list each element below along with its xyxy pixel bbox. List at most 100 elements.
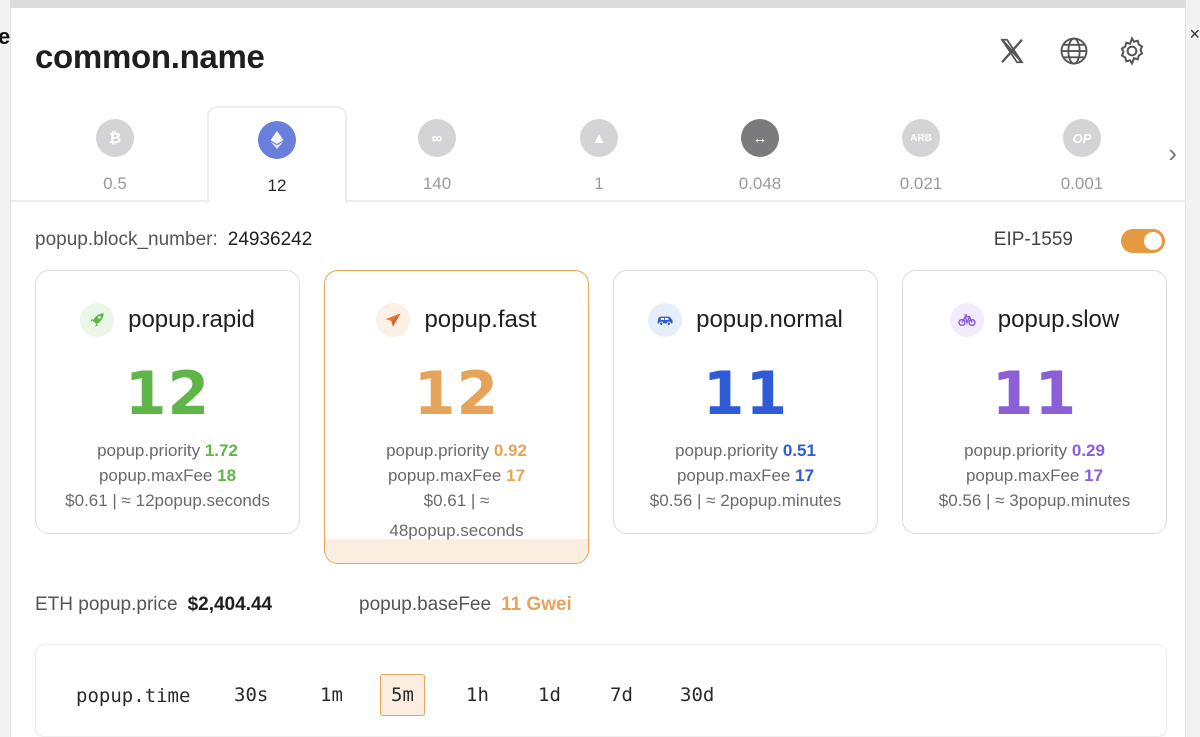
maxfee-line: popup.maxFee 17 (903, 466, 1166, 486)
eth-price-row: ETH popup.price $2,404.44 (35, 594, 272, 616)
priority-value: 1.72 (204, 441, 238, 460)
priority-label: popup.priority (97, 441, 201, 460)
background-page-left: e (0, 0, 10, 737)
priority-label: popup.priority (675, 441, 779, 460)
time-option-1d[interactable]: 1d (538, 684, 561, 706)
background-page-right: × (1186, 0, 1200, 737)
cost-estimate: $0.61 | ≈ 48popup.seconds (389, 491, 524, 540)
time-option-7d[interactable]: 7d (610, 684, 633, 706)
card-title: popup.fast (424, 306, 537, 333)
time-option-5m[interactable]: 5m (380, 674, 425, 716)
eip-label: EIP-1559 (993, 229, 1073, 250)
time-label: popup.time (76, 685, 191, 707)
priority-value: 0.51 (782, 441, 816, 460)
block-number-label: popup.block_number: (35, 229, 218, 250)
polygon-icon: ∞ (418, 119, 456, 157)
card-header: popup.rapid (36, 303, 299, 337)
card-slow[interactable]: popup.slow 11 popup.priority 0.29 popup.… (902, 270, 1167, 534)
maxfee-label: popup.maxFee (387, 466, 502, 485)
time-option-1m[interactable]: 1m (320, 684, 343, 706)
maxfee-value: 18 (217, 466, 237, 485)
cost-estimate: $0.56 | ≈ 3popup.minutes (938, 491, 1131, 510)
priority-line: popup.priority 0.51 (614, 441, 877, 461)
tab-polygon[interactable]: ∞ 140 (367, 106, 507, 202)
maxfee-label: popup.maxFee (676, 466, 791, 485)
time-option-30d[interactable]: 30d (680, 684, 715, 706)
card-title: popup.rapid (128, 306, 255, 333)
bitcoin-icon: ₿ (96, 119, 134, 157)
page-title: common.name (35, 38, 265, 75)
priority-label: popup.priority (386, 441, 490, 460)
maxfee-line: popup.maxFee 18 (36, 466, 299, 486)
maxfee-value: 17 (795, 466, 815, 485)
cost-estimate: $0.61 | ≈ 12popup.seconds (65, 491, 270, 510)
priority-label: popup.priority (964, 441, 1068, 460)
card-title: popup.slow (997, 306, 1120, 333)
maxfee-line: popup.maxFee 17 (614, 466, 877, 486)
base-fee-label: popup.baseFee (359, 594, 492, 615)
card-fast[interactable]: popup.fast 12 popup.priority 0.92 popup.… (324, 270, 589, 564)
browser-chrome-strip (0, 0, 1200, 8)
tab-avalanche[interactable]: ▲ 1 (529, 106, 669, 202)
eip-toggle[interactable] (1121, 229, 1165, 253)
tab-ethereum[interactable]: 12 (207, 106, 347, 204)
rocket-icon (80, 303, 115, 337)
maxfee-line: popup.maxFee 17 (325, 466, 588, 486)
card-gwei: 12 (124, 359, 211, 429)
time-range-selector: popup.time 30s 1m 5m 1h 1d 7d 30d (35, 644, 1167, 737)
card-gwei: 11 (702, 359, 789, 429)
eth-price-label: ETH popup.price (35, 594, 178, 615)
selected-indicator (325, 539, 588, 563)
card-header: popup.fast (325, 303, 588, 337)
bicycle-icon (949, 303, 984, 337)
tab-value: 12 (267, 176, 287, 195)
tab-bitcoin[interactable]: ₿ 0.5 (45, 106, 185, 202)
maxfee-label: popup.maxFee (965, 466, 1080, 485)
close-icon[interactable]: × (1189, 24, 1200, 44)
priority-line: popup.priority 0.29 (903, 441, 1166, 461)
card-normal[interactable]: popup.normal 11 popup.priority 0.51 popu… (613, 270, 878, 534)
card-header: popup.normal (614, 303, 877, 337)
tab-arbitrum[interactable]: ARB 0.021 (851, 106, 991, 202)
cost-estimate: $0.56 | ≈ 2popup.minutes (649, 491, 842, 510)
maxfee-label: popup.maxFee (98, 466, 213, 485)
maxfee-value: 17 (506, 466, 526, 485)
tab-value: 140 (422, 174, 452, 193)
priority-value: 0.29 (1071, 441, 1105, 460)
block-number-value: 24936242 (227, 229, 313, 250)
block-number-row: popup.block_number: 24936242 (35, 229, 312, 251)
tab-value: 0.048 (738, 174, 782, 193)
base-fee-value: 11 Gwei (501, 594, 572, 615)
priority-line: popup.priority 1.72 (36, 441, 299, 461)
card-header: popup.slow (903, 303, 1166, 337)
card-title: popup.normal (696, 306, 843, 333)
chevron-right-icon[interactable]: › (1168, 138, 1177, 168)
arbitrum-icon: ARB (902, 119, 940, 157)
card-rapid[interactable]: popup.rapid 12 popup.priority 1.72 popup… (35, 270, 300, 534)
card-gwei: 12 (413, 359, 500, 429)
priority-value: 0.92 (493, 441, 527, 460)
eth-price-value: $2,404.44 (187, 594, 273, 615)
globe-icon[interactable] (1057, 34, 1091, 68)
chain-tabs: ₿ 0.5 12 ∞ 140 ▲ 1 ↔ 0.048 ARB 0.021 OP … (11, 106, 1187, 204)
tab-value: 0.021 (899, 174, 943, 193)
priority-line: popup.priority 0.92 (325, 441, 588, 461)
optimism-icon: OP (1063, 119, 1101, 157)
tab-value: 1 (594, 174, 604, 193)
tab-gnosis[interactable]: ↔ 0.048 (690, 106, 830, 202)
time-option-30s[interactable]: 30s (234, 684, 269, 706)
swap-arrows-icon: ↔ (741, 119, 779, 157)
gear-icon[interactable] (1115, 34, 1149, 68)
base-fee-row: popup.baseFee 11 Gwei (359, 594, 572, 616)
x-twitter-icon[interactable] (995, 34, 1029, 68)
airplane-icon (376, 303, 411, 337)
tab-value: 0.5 (103, 174, 127, 193)
time-option-1h[interactable]: 1h (466, 684, 489, 706)
maxfee-value: 17 (1084, 466, 1104, 485)
tab-optimism[interactable]: OP 0.001 (1012, 106, 1152, 202)
background-glyph-icon: e (0, 24, 11, 49)
tab-value: 0.001 (1060, 174, 1104, 193)
car-icon (648, 303, 683, 337)
toggle-knob (1144, 232, 1162, 250)
avalanche-icon: ▲ (580, 119, 618, 157)
